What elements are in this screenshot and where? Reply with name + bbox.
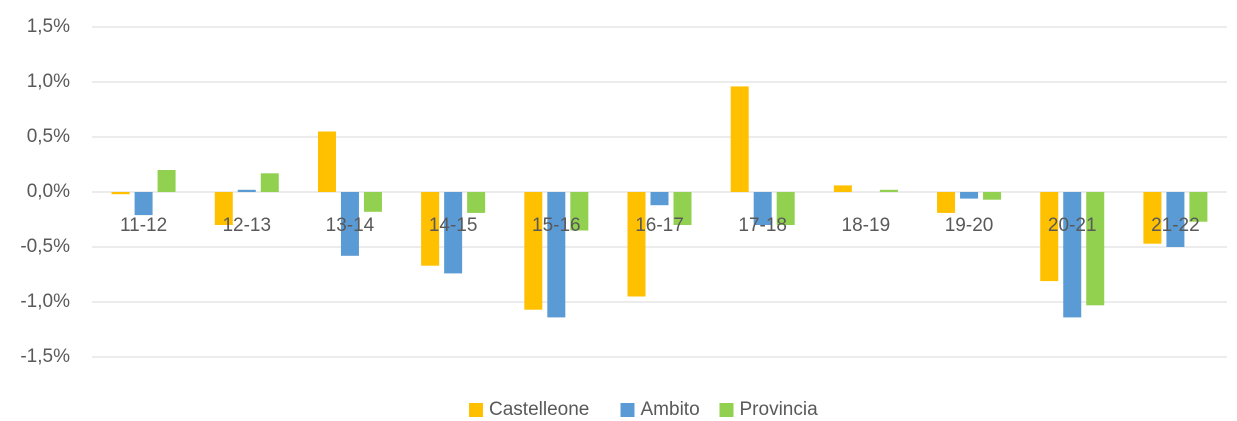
x-tick-label: 13-14 (326, 215, 375, 236)
bar (111, 192, 130, 195)
bar (1143, 192, 1162, 244)
bar (879, 189, 898, 192)
y-tick-label: -1,0% (20, 291, 70, 312)
bar (524, 192, 543, 310)
bar (753, 192, 772, 225)
x-tick-label: 14-15 (429, 215, 478, 236)
bar (134, 192, 153, 216)
bar (833, 185, 852, 192)
x-tick-label: 21-22 (1151, 215, 1200, 236)
x-tick-label: 19-20 (945, 215, 994, 236)
bar (1166, 192, 1185, 247)
bar (673, 192, 692, 225)
y-tick-label: 0,5% (27, 126, 70, 147)
legend-label: Ambito (641, 399, 700, 420)
x-tick-label: 11-12 (120, 215, 167, 236)
bar (421, 192, 440, 266)
bar (157, 170, 176, 192)
bar (317, 131, 336, 192)
x-tick-label: 12-13 (222, 215, 271, 236)
bar (776, 192, 795, 225)
legend-label: Castelleone (489, 399, 589, 420)
legend-swatch (719, 403, 734, 417)
bar (960, 192, 979, 199)
x-tick-label: 17-18 (738, 215, 787, 236)
legend-swatch (620, 403, 635, 417)
bar (260, 173, 279, 192)
bar (1189, 192, 1208, 222)
bar (730, 86, 749, 192)
bar (340, 192, 359, 256)
bar (570, 192, 589, 231)
y-tick-label: -0,5% (20, 236, 70, 257)
bar (627, 192, 646, 297)
bar (650, 192, 669, 206)
legend-swatch (469, 403, 483, 417)
y-tick-label: 1,0% (27, 71, 70, 92)
bar (237, 189, 256, 192)
bar (467, 192, 486, 213)
bar (983, 192, 1002, 200)
bar (1063, 192, 1082, 318)
y-tick-label: 1,5% (27, 16, 70, 37)
y-tick-label: -1,5% (20, 346, 70, 367)
x-tick-label: 16-17 (635, 215, 684, 236)
bar (363, 192, 382, 212)
bar (444, 192, 463, 274)
bar (1040, 192, 1059, 282)
x-tick-label: 20-21 (1048, 215, 1097, 236)
bar (214, 192, 233, 225)
x-tick-label: 15-16 (532, 215, 581, 236)
bar (547, 192, 566, 318)
y-tick-label: 0,0% (27, 181, 70, 202)
legend-label: Provincia (740, 399, 819, 420)
bar (937, 192, 956, 213)
x-tick-label: 18-19 (842, 215, 891, 236)
bar (1086, 192, 1105, 306)
